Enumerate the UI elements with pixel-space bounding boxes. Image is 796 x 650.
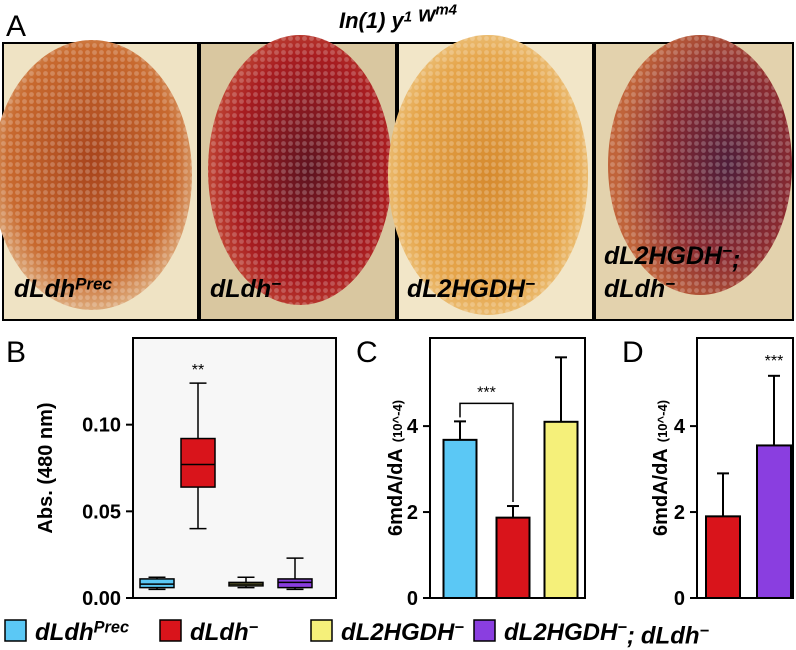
- superscript: −: [722, 241, 732, 260]
- text-base: dL2HGDH: [407, 275, 526, 303]
- y-tick-label: 2: [407, 502, 418, 524]
- y-axis-label: Abs. (480 nm): [35, 402, 57, 533]
- text-base: dLdh: [641, 622, 700, 649]
- significance: ***: [765, 353, 784, 370]
- text-base: In(1) y: [339, 8, 406, 33]
- text-base: dL2HGDH: [504, 619, 618, 646]
- superscript: −: [617, 619, 627, 637]
- figure-title: In(1) y1 wm4: [339, 1, 458, 33]
- y-axis-unit: (10^-4): [655, 400, 670, 442]
- box: [180, 437, 216, 488]
- genotype-label: dL2HGDH−;: [604, 241, 740, 273]
- superscript: −: [249, 619, 259, 637]
- eye-images: [0, 35, 794, 321]
- bar: [705, 515, 741, 599]
- y-tick-label: 0.10: [82, 415, 121, 437]
- panel-label: C: [356, 336, 378, 369]
- ommatidia: [608, 35, 792, 295]
- bar: [756, 444, 792, 599]
- box: [139, 578, 175, 589]
- superscript: −: [454, 619, 464, 637]
- y-axis-title: 6mdA/dA: [385, 448, 407, 536]
- y-tick-label: 2: [674, 502, 685, 524]
- ommatidia: [0, 40, 192, 310]
- superscript: −: [271, 274, 281, 293]
- box: [277, 578, 313, 589]
- ommatidia: [388, 35, 588, 315]
- plot-area: [132, 337, 337, 599]
- bar: [495, 516, 531, 599]
- bar: [543, 420, 579, 600]
- superscript: 1: [404, 8, 412, 25]
- superscript: −: [700, 622, 710, 640]
- legend-swatch: [159, 619, 182, 642]
- text-base: dLdh: [190, 619, 249, 646]
- y-tick-label: 0.00: [82, 588, 121, 610]
- y-axis-title: Abs. (480 nm): [35, 402, 57, 533]
- genotype-label: dLdh−: [604, 274, 675, 303]
- genotype-label: dLdhPrec: [35, 619, 129, 646]
- genotype-label: dL2HGDH−; dLdh−: [504, 619, 710, 650]
- panel-label: B: [6, 336, 26, 369]
- bar: [442, 438, 478, 599]
- genotype-label: dLdh−: [210, 274, 281, 303]
- text-base: dLdh: [210, 275, 271, 303]
- genotype-label: dLdhPrec: [14, 274, 113, 303]
- text-base: dL2HGDH: [341, 619, 455, 646]
- y-axis-label: 6mdA/dA (10^-4): [385, 400, 407, 536]
- text-base: w: [412, 1, 437, 26]
- text-base: dL2HGDH: [604, 242, 723, 270]
- text-base: dLdh: [35, 619, 94, 646]
- genotype-label: dL2HGDH−: [407, 274, 535, 303]
- superscript: m4: [435, 2, 457, 19]
- y-axis-title: 6mdA/dA: [650, 448, 672, 536]
- superscript: Prec: [94, 619, 129, 637]
- panel-label: D: [622, 336, 644, 369]
- significance: **: [192, 362, 204, 379]
- y-tick-label: 4: [674, 416, 686, 438]
- separator: ;: [627, 622, 635, 649]
- superscript: Prec: [75, 274, 112, 293]
- y-tick-label: 0.05: [82, 501, 121, 523]
- significance-bracket: [459, 402, 514, 503]
- y-axis-unit: (10^-4): [390, 400, 405, 442]
- separator: ;: [732, 246, 740, 274]
- ommatidia: [208, 35, 392, 305]
- y-tick-label: 0: [407, 588, 418, 610]
- genotype-label: dL2HGDH−: [341, 619, 464, 646]
- legend-swatch: [4, 619, 27, 642]
- text-base: dLdh: [604, 275, 665, 303]
- legend-swatch: [473, 619, 496, 642]
- text-base: dLdh: [14, 275, 75, 303]
- y-axis-label: 6mdA/dA (10^-4): [650, 400, 672, 536]
- panel-label: A: [6, 10, 26, 43]
- y-tick-label: 4: [407, 416, 419, 438]
- superscript: −: [665, 274, 675, 293]
- significance: ***: [477, 384, 496, 401]
- superscript: −: [525, 274, 535, 293]
- y-tick-label: 0: [674, 588, 685, 610]
- legend-swatch: [310, 619, 333, 642]
- genotype-label: dLdh−: [190, 619, 259, 646]
